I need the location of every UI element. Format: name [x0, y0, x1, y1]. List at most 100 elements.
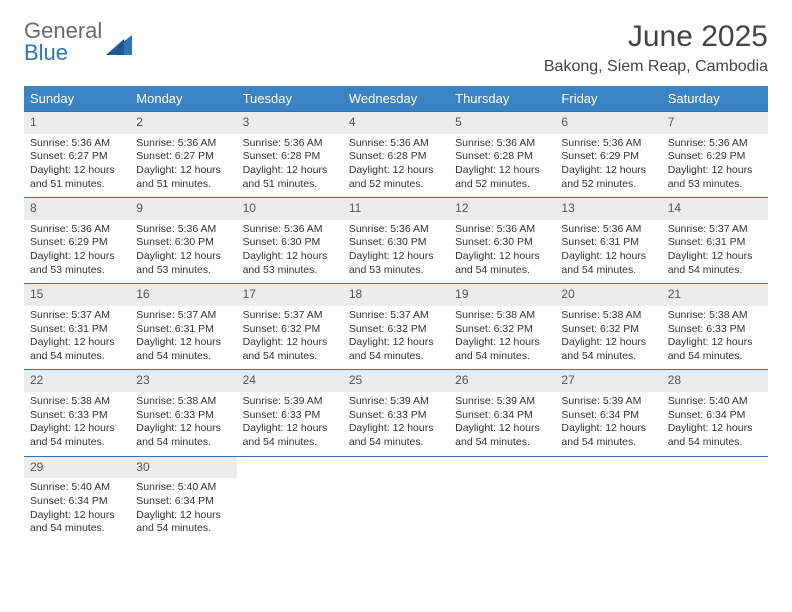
brand-part2: Blue [24, 42, 102, 64]
daylight-line: Daylight: 12 hours [243, 422, 337, 436]
sunset-line: Sunset: 6:33 PM [349, 409, 443, 423]
daylight-line: Daylight: 12 hours [136, 250, 230, 264]
daylight-line: and 52 minutes. [349, 178, 443, 192]
sunset-line: Sunset: 6:30 PM [243, 236, 337, 250]
sunrise-line: Sunrise: 5:36 AM [561, 223, 655, 237]
sunset-line: Sunset: 6:32 PM [561, 323, 655, 337]
daylight-line: Daylight: 12 hours [349, 422, 443, 436]
logo-triangle-icon [106, 33, 132, 55]
sunset-line: Sunset: 6:33 PM [668, 323, 762, 337]
daylight-line: Daylight: 12 hours [30, 336, 124, 350]
day-number: 18 [343, 284, 449, 306]
day-number: 6 [555, 112, 661, 134]
calendar-day: 6Sunrise: 5:36 AMSunset: 6:29 PMDaylight… [555, 112, 661, 197]
calendar-day: 29Sunrise: 5:40 AMSunset: 6:34 PMDayligh… [24, 457, 130, 542]
daylight-line: and 54 minutes. [30, 350, 124, 364]
sunset-line: Sunset: 6:33 PM [30, 409, 124, 423]
day-body: Sunrise: 5:39 AMSunset: 6:34 PMDaylight:… [555, 392, 661, 456]
daylight-line: Daylight: 12 hours [455, 250, 549, 264]
day-number: 7 [662, 112, 768, 134]
daylight-line: and 53 minutes. [30, 264, 124, 278]
daylight-line: Daylight: 12 hours [349, 164, 443, 178]
sunset-line: Sunset: 6:28 PM [455, 150, 549, 164]
day-number: 14 [662, 198, 768, 220]
sunset-line: Sunset: 6:28 PM [349, 150, 443, 164]
daylight-line: Daylight: 12 hours [243, 336, 337, 350]
day-body: Sunrise: 5:36 AMSunset: 6:30 PMDaylight:… [237, 220, 343, 284]
daylight-line: Daylight: 12 hours [668, 336, 762, 350]
day-header: Monday [130, 86, 236, 111]
sunrise-line: Sunrise: 5:39 AM [243, 395, 337, 409]
sunrise-line: Sunrise: 5:36 AM [561, 137, 655, 151]
sunrise-line: Sunrise: 5:37 AM [30, 309, 124, 323]
daylight-line: and 51 minutes. [136, 178, 230, 192]
calendar-day: 20Sunrise: 5:38 AMSunset: 6:32 PMDayligh… [555, 284, 661, 369]
calendar-day: 13Sunrise: 5:36 AMSunset: 6:31 PMDayligh… [555, 198, 661, 283]
day-header: Thursday [449, 86, 555, 111]
calendar-day: 14Sunrise: 5:37 AMSunset: 6:31 PMDayligh… [662, 198, 768, 283]
sunrise-line: Sunrise: 5:36 AM [455, 223, 549, 237]
sunrise-line: Sunrise: 5:38 AM [30, 395, 124, 409]
day-number: 24 [237, 370, 343, 392]
day-body: Sunrise: 5:39 AMSunset: 6:33 PMDaylight:… [237, 392, 343, 456]
daylight-line: Daylight: 12 hours [561, 164, 655, 178]
title-block: June 2025 Bakong, Siem Reap, Cambodia [544, 20, 768, 76]
calendar-day: 24Sunrise: 5:39 AMSunset: 6:33 PMDayligh… [237, 370, 343, 455]
calendar-day: 11Sunrise: 5:36 AMSunset: 6:30 PMDayligh… [343, 198, 449, 283]
calendar-day-empty [449, 457, 555, 542]
daylight-line: and 53 minutes. [349, 264, 443, 278]
calendar-week: 15Sunrise: 5:37 AMSunset: 6:31 PMDayligh… [24, 283, 768, 369]
day-body: Sunrise: 5:37 AMSunset: 6:31 PMDaylight:… [662, 220, 768, 284]
sunrise-line: Sunrise: 5:36 AM [136, 137, 230, 151]
sunset-line: Sunset: 6:34 PM [136, 495, 230, 509]
sunset-line: Sunset: 6:27 PM [136, 150, 230, 164]
daylight-line: and 54 minutes. [243, 436, 337, 450]
sunrise-line: Sunrise: 5:38 AM [561, 309, 655, 323]
day-number: 12 [449, 198, 555, 220]
daylight-line: Daylight: 12 hours [668, 164, 762, 178]
day-number: 9 [130, 198, 236, 220]
day-number: 3 [237, 112, 343, 134]
calendar-day: 28Sunrise: 5:40 AMSunset: 6:34 PMDayligh… [662, 370, 768, 455]
daylight-line: Daylight: 12 hours [30, 250, 124, 264]
day-number: 28 [662, 370, 768, 392]
daylight-line: Daylight: 12 hours [136, 164, 230, 178]
day-body: Sunrise: 5:36 AMSunset: 6:28 PMDaylight:… [449, 134, 555, 198]
calendar-day: 26Sunrise: 5:39 AMSunset: 6:34 PMDayligh… [449, 370, 555, 455]
day-body: Sunrise: 5:38 AMSunset: 6:33 PMDaylight:… [24, 392, 130, 456]
sunset-line: Sunset: 6:32 PM [349, 323, 443, 337]
daylight-line: and 54 minutes. [455, 350, 549, 364]
sunrise-line: Sunrise: 5:37 AM [668, 223, 762, 237]
day-header: Tuesday [237, 86, 343, 111]
sunset-line: Sunset: 6:34 PM [561, 409, 655, 423]
day-body: Sunrise: 5:37 AMSunset: 6:32 PMDaylight:… [343, 306, 449, 370]
day-number: 26 [449, 370, 555, 392]
day-number: 10 [237, 198, 343, 220]
sunset-line: Sunset: 6:34 PM [668, 409, 762, 423]
daylight-line: and 54 minutes. [455, 436, 549, 450]
daylight-line: Daylight: 12 hours [349, 250, 443, 264]
calendar-day: 19Sunrise: 5:38 AMSunset: 6:32 PMDayligh… [449, 284, 555, 369]
daylight-line: and 52 minutes. [455, 178, 549, 192]
sunset-line: Sunset: 6:27 PM [30, 150, 124, 164]
calendar-day: 16Sunrise: 5:37 AMSunset: 6:31 PMDayligh… [130, 284, 236, 369]
sunset-line: Sunset: 6:34 PM [455, 409, 549, 423]
day-number: 1 [24, 112, 130, 134]
daylight-line: and 54 minutes. [561, 264, 655, 278]
sunset-line: Sunset: 6:30 PM [455, 236, 549, 250]
sunrise-line: Sunrise: 5:38 AM [136, 395, 230, 409]
sunrise-line: Sunrise: 5:39 AM [561, 395, 655, 409]
day-number: 2 [130, 112, 236, 134]
day-number: 27 [555, 370, 661, 392]
calendar-day: 25Sunrise: 5:39 AMSunset: 6:33 PMDayligh… [343, 370, 449, 455]
calendar-day: 8Sunrise: 5:36 AMSunset: 6:29 PMDaylight… [24, 198, 130, 283]
calendar-week: 1Sunrise: 5:36 AMSunset: 6:27 PMDaylight… [24, 111, 768, 197]
calendar-day: 7Sunrise: 5:36 AMSunset: 6:29 PMDaylight… [662, 112, 768, 197]
daylight-line: Daylight: 12 hours [243, 250, 337, 264]
daylight-line: and 54 minutes. [561, 350, 655, 364]
day-body: Sunrise: 5:37 AMSunset: 6:32 PMDaylight:… [237, 306, 343, 370]
sunset-line: Sunset: 6:31 PM [561, 236, 655, 250]
day-body: Sunrise: 5:39 AMSunset: 6:33 PMDaylight:… [343, 392, 449, 456]
day-body: Sunrise: 5:40 AMSunset: 6:34 PMDaylight:… [24, 478, 130, 542]
day-number: 20 [555, 284, 661, 306]
